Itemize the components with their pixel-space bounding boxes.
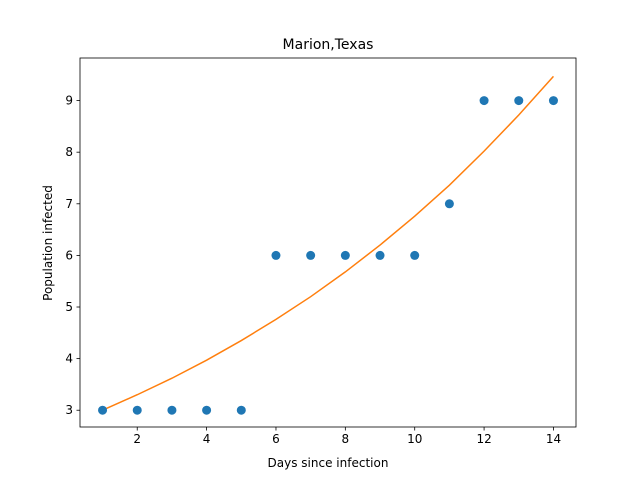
y-tick-label: 9 xyxy=(65,94,73,108)
y-tick-label: 8 xyxy=(65,145,73,159)
y-axis-label: Population infected xyxy=(41,185,55,301)
x-tick-label: 8 xyxy=(342,432,350,446)
x-tick-label: 14 xyxy=(546,432,561,446)
data-point xyxy=(167,405,177,415)
data-point xyxy=(514,96,524,106)
y-tick-label: 3 xyxy=(65,403,73,417)
data-point xyxy=(375,250,385,260)
data-point xyxy=(132,405,142,415)
data-point xyxy=(444,199,454,209)
data-point xyxy=(271,250,281,260)
fit-line xyxy=(102,75,555,411)
x-axis-label: Days since infection xyxy=(268,456,389,470)
y-tick-label: 7 xyxy=(65,197,73,211)
y-tick-label: 4 xyxy=(65,352,73,366)
data-point xyxy=(479,96,489,106)
data-point xyxy=(410,250,420,260)
data-point xyxy=(98,405,108,415)
plot-frame xyxy=(79,57,577,428)
plot-area xyxy=(98,75,558,415)
data-point xyxy=(202,405,212,415)
x-tick-label: 2 xyxy=(133,432,141,446)
chart-title: Marion,Texas xyxy=(283,37,374,53)
y-tick-label: 5 xyxy=(65,300,73,314)
data-point xyxy=(306,250,316,260)
data-point xyxy=(236,405,246,415)
data-point xyxy=(548,96,558,106)
data-point xyxy=(340,250,350,260)
x-tick-label: 4 xyxy=(203,432,211,446)
x-tick-label: 10 xyxy=(407,432,422,446)
x-tick-label: 12 xyxy=(476,432,491,446)
y-tick-label: 6 xyxy=(65,248,73,262)
x-tick-label: 6 xyxy=(272,432,280,446)
axes: 2 4 6 8 10 12 14 3 4 5 6 7 8 9 xyxy=(65,57,577,446)
